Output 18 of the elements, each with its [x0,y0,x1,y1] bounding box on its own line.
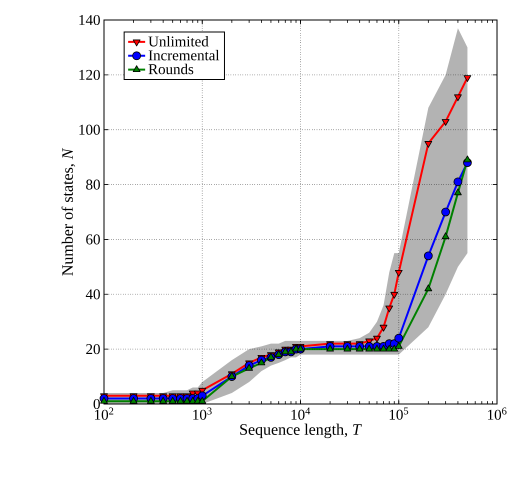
x-tick-label: 10$^{5}$ [390,408,408,420]
x-axis-title: Sequence length, T [240,424,362,438]
y-axis-title: Number of states, N [62,148,76,276]
x-tick-label: 10$^{3}$ [193,408,212,420]
y-tick-label: 100 [79,124,100,135]
legend-label: Incremental [148,50,220,60]
y-tick-label: 140 [79,14,100,26]
y-tick-label: 20 [86,344,100,354]
y-tick-label: 40 [86,289,100,300]
y-tick-label: 120 [79,70,100,80]
x-tick-label: 10$^{2}$ [94,408,114,420]
y-tick-label: 0 [94,398,100,410]
y-tick-label: 60 [86,234,100,244]
legend-label: Rounds [148,64,194,74]
x-tick-label: 10$^{4}$ [291,408,310,420]
legend-label: Unlimited [148,36,209,47]
x-tick-label: 10$^{6}$ [488,408,507,420]
y-tick-label: 80 [86,180,100,190]
